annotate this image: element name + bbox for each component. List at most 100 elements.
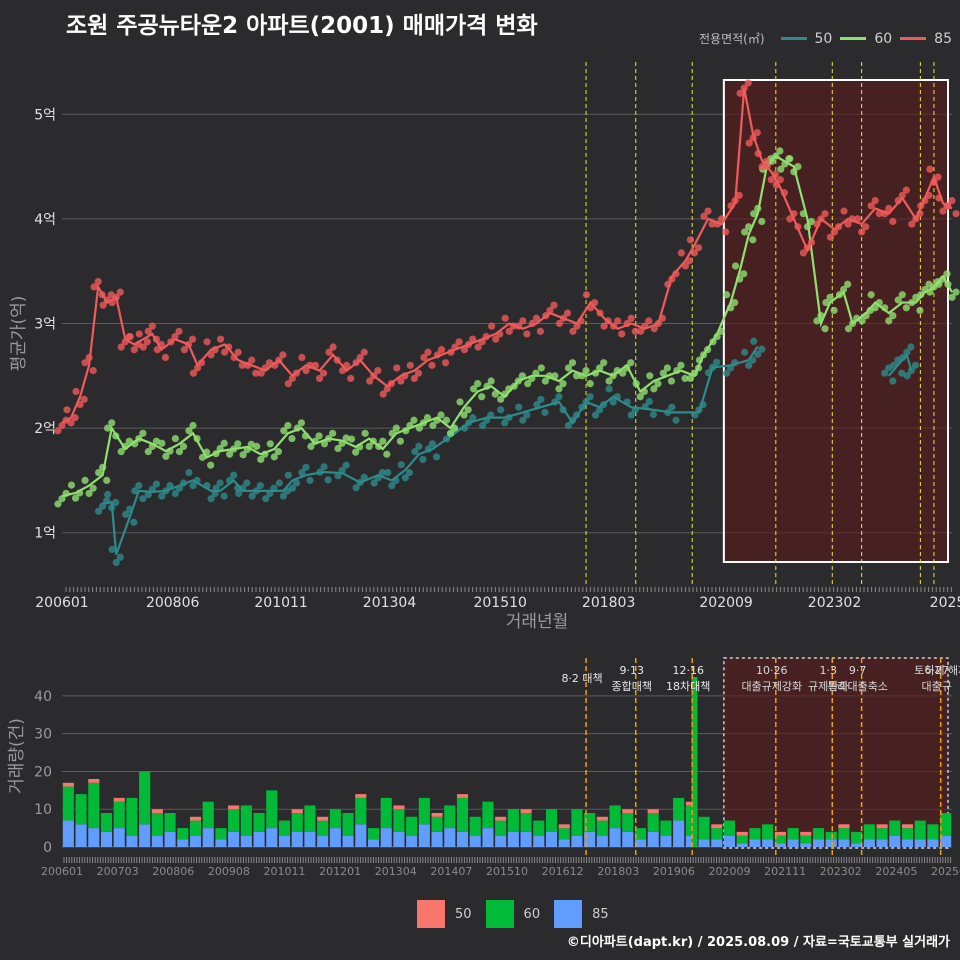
bar-50: [711, 824, 723, 829]
data-point-60: [741, 228, 749, 236]
event-label: 10·26: [756, 664, 788, 677]
bar-50: [685, 801, 697, 806]
bar-60: [215, 828, 227, 840]
data-point-85: [686, 236, 695, 244]
data-point-60: [894, 296, 902, 304]
data-point-60: [108, 419, 116, 427]
vol-x-tick-label: 201407: [430, 865, 472, 878]
data-point-85: [948, 196, 956, 205]
bar-50: [355, 794, 367, 798]
event-label: 규제완화: [808, 680, 848, 693]
data-point-85: [175, 327, 183, 335]
data-point-85: [488, 322, 496, 330]
bar-85: [914, 839, 926, 847]
bar-85: [647, 831, 659, 847]
bar-60: [342, 813, 354, 836]
bar-60: [545, 809, 558, 832]
data-point-60: [247, 440, 255, 448]
bar-60: [278, 820, 291, 836]
data-point-50: [230, 471, 238, 479]
data-point-85: [99, 301, 107, 309]
data-point-85: [424, 348, 432, 356]
event-label: 18차대책: [666, 680, 710, 693]
data-point-50: [419, 455, 427, 464]
data-point-50: [899, 353, 907, 362]
bar-85: [812, 839, 825, 847]
legend-swatch-85: [900, 37, 927, 40]
data-point-50: [649, 410, 657, 419]
x-tick-label: 201803: [582, 595, 635, 611]
bar-60: [889, 820, 901, 836]
data-point-85: [722, 228, 730, 236]
data-point-60: [776, 147, 784, 155]
data-point-50: [903, 372, 911, 380]
bar-50: [558, 824, 570, 829]
bar-60: [940, 813, 952, 836]
data-point-60: [58, 495, 66, 503]
data-point-50: [112, 558, 120, 567]
data-point-60: [478, 393, 486, 401]
data-point-50: [116, 553, 124, 561]
data-point-85: [225, 343, 233, 351]
data-point-60: [807, 217, 816, 226]
data-point-50: [591, 411, 600, 419]
bar-85: [253, 831, 265, 847]
bar-60: [139, 771, 151, 825]
data-point-50: [881, 369, 889, 377]
vol-y-tick-label: 30: [34, 727, 52, 743]
data-point-60: [839, 285, 848, 294]
vol-y-axis-title: 거래량(건): [7, 718, 27, 794]
data-point-60: [654, 380, 662, 388]
data-point-85: [325, 348, 333, 356]
data-point-85: [690, 249, 699, 257]
vol-x-tick-label: 202405: [875, 865, 917, 878]
x-tick-label: 201304: [363, 595, 417, 611]
data-point-85: [221, 348, 229, 356]
data-point-50: [745, 361, 753, 369]
data-point-60: [429, 421, 437, 430]
data-point-50: [131, 487, 139, 495]
data-point-85: [203, 338, 211, 346]
data-point-85: [414, 369, 423, 377]
vol-x-tick-label: 200806: [152, 865, 194, 878]
data-point-60: [207, 461, 215, 469]
bar-85: [393, 831, 405, 847]
data-point-50: [754, 350, 762, 358]
data-point-85: [844, 220, 852, 228]
data-point-60: [555, 385, 563, 393]
data-point-50: [384, 468, 392, 477]
data-point-50: [537, 395, 545, 403]
data-point-60: [67, 481, 76, 489]
data-point-85: [700, 212, 708, 220]
data-point-85: [126, 332, 134, 341]
data-point-50: [397, 461, 405, 469]
bar-60: [113, 801, 125, 829]
series-line-85: [61, 87, 953, 424]
data-point-50: [432, 453, 441, 461]
legend-bottom: 50 60 85: [417, 900, 623, 928]
bar-85: [927, 839, 939, 847]
data-point-60: [85, 489, 93, 498]
bar-85: [164, 831, 176, 847]
bar-85: [482, 828, 494, 847]
data-point-85: [189, 369, 198, 377]
data-point-50: [564, 421, 573, 430]
data-point-85: [704, 207, 712, 215]
event-label: 종합대책: [612, 680, 652, 693]
data-point-50: [284, 471, 292, 479]
data-point-60: [81, 476, 89, 484]
bar-60: [507, 809, 519, 832]
vol-x-tick-label: 201011: [264, 865, 306, 878]
data-point-60: [943, 270, 951, 278]
data-point-85: [284, 380, 292, 388]
bar-60: [406, 816, 418, 836]
data-point-50: [135, 482, 143, 490]
data-point-85: [600, 322, 608, 330]
data-point-50: [189, 482, 197, 490]
bar-85: [520, 831, 532, 847]
data-point-60: [175, 448, 184, 456]
bar-50: [113, 797, 125, 802]
data-point-85: [894, 196, 902, 205]
data-point-60: [253, 442, 261, 451]
footer-credit: ©디아파트(dapt.kr) / 2025.08.09 / 자료=국토교통부 실…: [566, 935, 950, 950]
